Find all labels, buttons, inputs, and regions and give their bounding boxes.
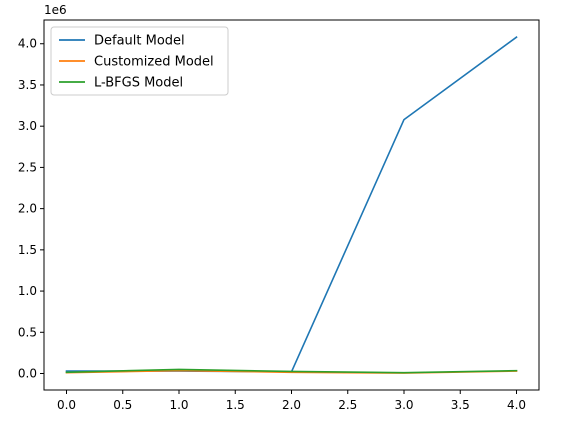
y-tick-label: 0.5 bbox=[18, 325, 37, 339]
x-tick-label: 0.0 bbox=[57, 398, 76, 412]
series-line-2 bbox=[65, 368, 518, 374]
x-tick-label: 3.5 bbox=[451, 398, 470, 412]
y-tick-label: 0.0 bbox=[18, 367, 37, 381]
y-tick-label: 3.5 bbox=[18, 78, 37, 92]
y-offset-label: 1e6 bbox=[44, 3, 67, 17]
x-tick-label: 1.0 bbox=[169, 398, 188, 412]
legend: Default Model Customized Model L-BFGS Mode… bbox=[50, 26, 229, 96]
x-tick-label: 2.5 bbox=[338, 398, 357, 412]
x-tick-label: 3.0 bbox=[394, 398, 413, 412]
legend-label-1: Customized Model bbox=[94, 55, 214, 70]
y-tick-label: 2.5 bbox=[18, 160, 37, 174]
series-layer bbox=[65, 36, 518, 374]
x-tick-label: 4.0 bbox=[507, 398, 526, 412]
y-tick-label: 1.5 bbox=[18, 243, 37, 257]
y-tick-label: 3.0 bbox=[18, 119, 37, 133]
x-axis: 0.0 0.5 1.0 1.5 2.0 2.5 3.0 3.5 4.0 bbox=[57, 390, 526, 412]
legend-box bbox=[50, 26, 229, 96]
y-tick-label: 2.0 bbox=[18, 202, 37, 216]
x-tick-label: 0.5 bbox=[113, 398, 132, 412]
x-tick-label: 1.5 bbox=[226, 398, 245, 412]
x-tick-label: 2.0 bbox=[282, 398, 301, 412]
y-axis: 0.0 0.5 1.0 1.5 2.0 2.5 3.0 3.5 4.0 bbox=[18, 37, 44, 381]
y-tick-label: 1.0 bbox=[18, 284, 37, 298]
legend-label-0: Default Model bbox=[94, 34, 185, 49]
y-tick-label: 4.0 bbox=[18, 37, 37, 51]
legend-label-2: L-BFGS Model bbox=[94, 76, 183, 91]
